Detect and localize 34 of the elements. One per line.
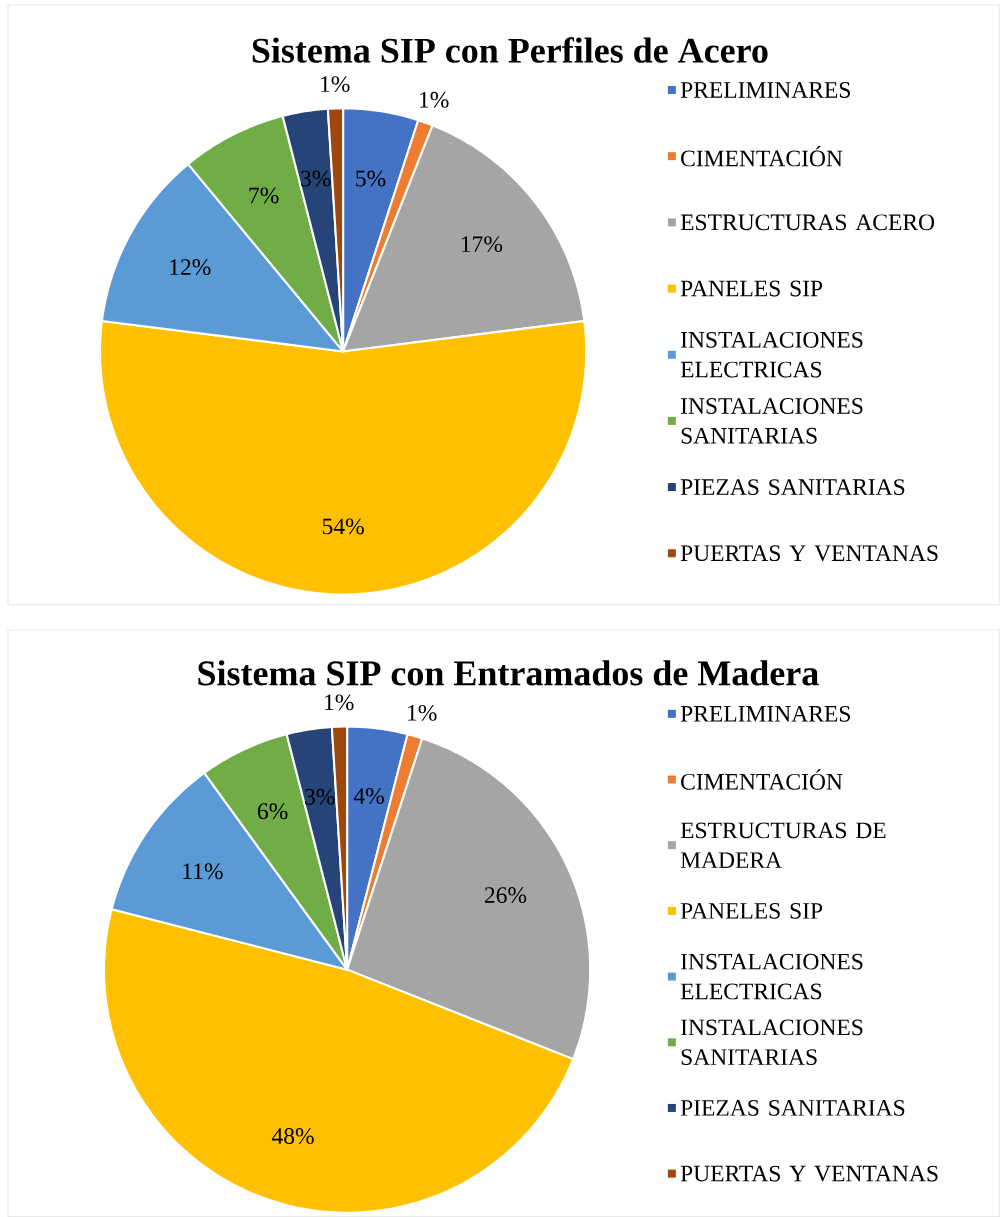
data-label: 4% <box>353 788 384 804</box>
legend-label: PRELIMINARES <box>680 82 850 98</box>
legend-label: INSTALACIONES SANITARIAS <box>680 398 863 444</box>
chart-title: Sistema SIP con Entramados de Madera <box>198 660 819 686</box>
legend-label: INSTALACIONES ELECTRICAS <box>680 331 863 378</box>
legend-label: INSTALACIONES SANITARIAS <box>680 1019 863 1066</box>
data-label: 48% <box>271 1128 314 1145</box>
data-label: 1% <box>321 76 350 93</box>
data-label: 17% <box>461 236 503 253</box>
legend-label: PIEZAS SANITARIAS <box>680 1100 905 1116</box>
legend-label: ESTRUCTURAS DE MADERA <box>680 822 886 868</box>
data-label: 7% <box>249 187 279 204</box>
data-label: 5% <box>356 170 386 187</box>
legend-label: PUERTAS Y VENTANAS <box>680 545 938 562</box>
data-label: 1% <box>408 704 437 721</box>
chart-title: Sistema SIP con Perfiles de Acero <box>252 37 768 63</box>
data-label: 12% <box>170 259 211 276</box>
legend-label: CIMENTACIÓN <box>681 769 843 790</box>
data-label: 11% <box>183 863 223 880</box>
legend-label: ESTRUCTURAS ACERO <box>680 214 935 231</box>
data-label: 3% <box>301 170 331 187</box>
data-label: 6% <box>257 803 288 820</box>
legend-label: PUERTAS Y VENTANAS <box>680 1165 938 1182</box>
legend-label: PIEZAS SANITARIAS <box>680 479 905 495</box>
data-label: 1% <box>420 91 449 108</box>
legend-label: PANELES SIP <box>680 902 823 919</box>
legend-label: CIMENTACIÓN <box>681 145 843 167</box>
legend-label: PRELIMINARES <box>680 705 850 722</box>
legend-label: PANELES SIP <box>680 280 823 297</box>
data-label: 1% <box>325 694 354 711</box>
legend-label: INSTALACIONES ELECTRICAS <box>680 953 863 1000</box>
data-label: 26% <box>484 887 527 904</box>
data-label: 54% <box>322 518 364 535</box>
data-label: 3% <box>305 788 335 805</box>
